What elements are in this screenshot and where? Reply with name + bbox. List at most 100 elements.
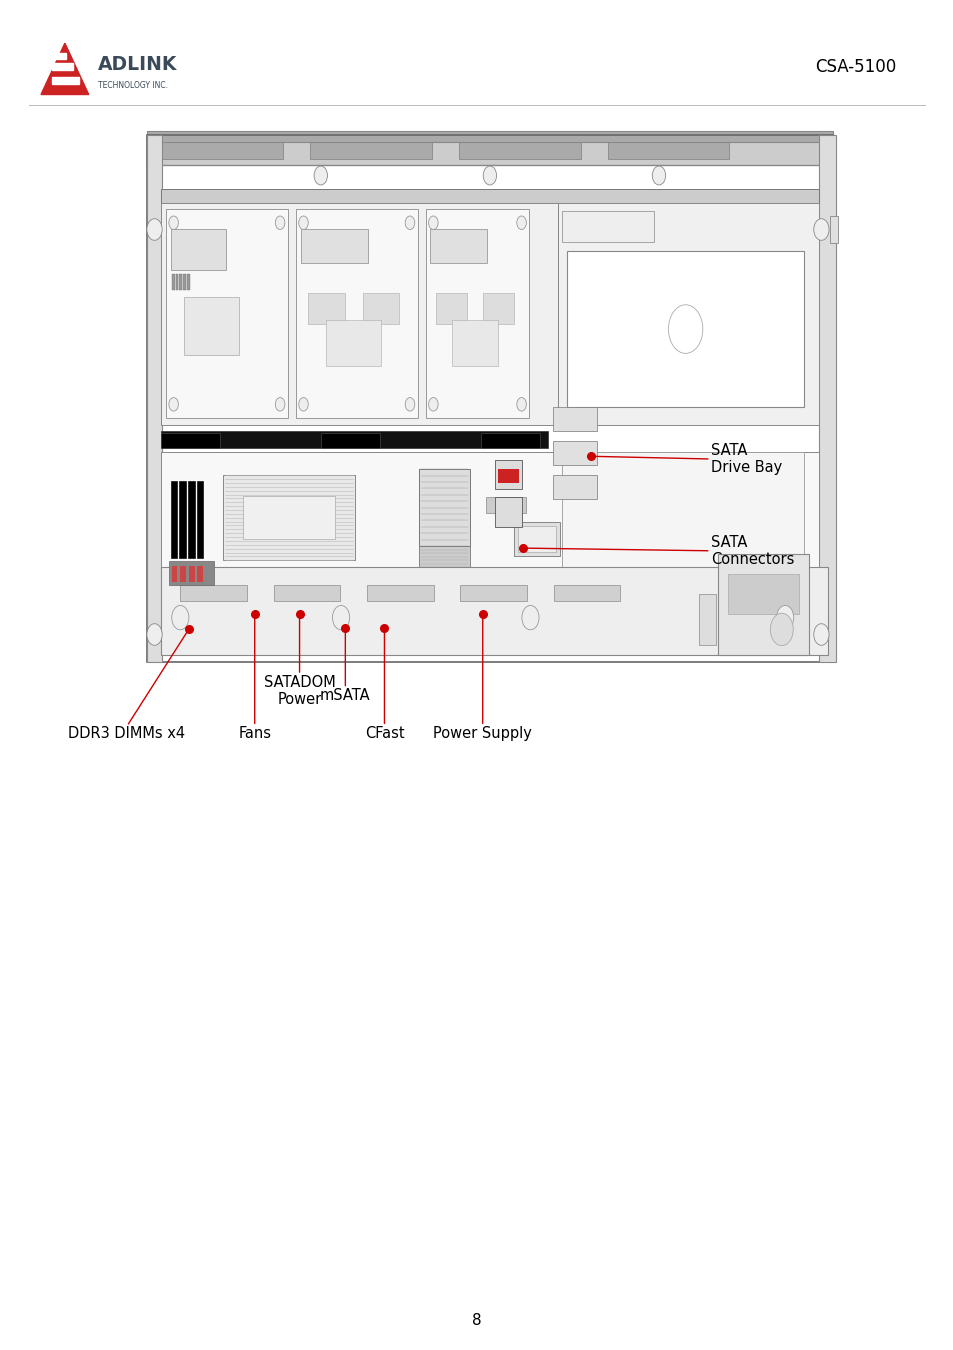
Bar	[480, 432, 539, 448]
Circle shape	[169, 216, 178, 230]
Bar	[699, 594, 716, 645]
Circle shape	[275, 216, 285, 230]
Circle shape	[172, 605, 189, 629]
Text: DDR3 DIMMs x4: DDR3 DIMMs x4	[69, 726, 185, 741]
Bar	[147, 135, 162, 662]
Bar	[320, 432, 379, 448]
Bar	[197, 566, 203, 582]
Bar	[179, 274, 182, 290]
Circle shape	[298, 216, 308, 230]
Bar	[147, 135, 832, 662]
Bar	[161, 451, 818, 570]
Bar	[430, 230, 487, 263]
Circle shape	[428, 397, 437, 410]
Bar	[552, 406, 596, 431]
Bar	[552, 440, 596, 464]
Text: SATA
Connectors: SATA Connectors	[710, 535, 793, 567]
Circle shape	[405, 216, 415, 230]
Text: mSATA: mSATA	[319, 688, 371, 703]
Circle shape	[147, 219, 162, 240]
Bar	[451, 320, 497, 366]
Circle shape	[169, 397, 178, 410]
Bar	[517, 525, 556, 552]
Text: Fans: Fans	[238, 726, 271, 741]
Bar	[367, 585, 434, 601]
Bar	[495, 460, 521, 490]
Bar	[52, 77, 79, 84]
Bar	[52, 63, 72, 70]
Bar	[308, 293, 344, 324]
Bar	[485, 497, 526, 513]
Bar	[557, 202, 818, 425]
Bar	[458, 140, 580, 159]
Text: 8: 8	[472, 1312, 481, 1328]
Bar	[189, 566, 194, 582]
Bar	[566, 251, 803, 406]
Bar	[561, 451, 803, 570]
Text: TECHNOLOGY INC.: TECHNOLOGY INC.	[98, 81, 168, 89]
Bar	[175, 274, 178, 290]
Circle shape	[482, 166, 496, 185]
Circle shape	[428, 216, 437, 230]
Bar	[514, 522, 559, 556]
Bar	[183, 274, 186, 290]
Circle shape	[333, 605, 350, 629]
Bar	[295, 209, 417, 418]
Bar	[171, 481, 177, 558]
Bar	[552, 474, 596, 498]
Bar	[436, 293, 467, 324]
Bar	[718, 554, 808, 655]
Bar	[161, 432, 220, 448]
Bar	[274, 585, 340, 601]
Bar	[553, 585, 619, 601]
Bar	[147, 135, 832, 165]
Text: CFast: CFast	[364, 726, 404, 741]
Bar	[326, 320, 380, 366]
Bar	[184, 297, 239, 355]
Bar	[147, 131, 832, 142]
Bar	[243, 497, 335, 539]
Bar	[418, 545, 469, 567]
Text: CSA-5100: CSA-5100	[815, 58, 896, 77]
Bar	[172, 566, 177, 582]
Bar	[179, 481, 186, 558]
Bar	[425, 209, 529, 418]
Bar	[161, 432, 547, 448]
Bar	[829, 216, 837, 243]
Bar	[497, 470, 518, 483]
Bar	[171, 230, 225, 270]
Bar	[161, 140, 283, 159]
Circle shape	[813, 219, 828, 240]
Polygon shape	[41, 43, 89, 95]
Bar	[52, 53, 66, 59]
Bar	[223, 475, 355, 560]
Text: Power Supply: Power Supply	[433, 726, 532, 741]
Bar	[727, 574, 799, 614]
Bar	[169, 560, 213, 585]
Bar	[818, 135, 835, 662]
Bar	[188, 481, 194, 558]
Bar	[180, 585, 247, 601]
Circle shape	[521, 605, 538, 629]
Bar	[187, 274, 190, 290]
Bar	[166, 209, 288, 418]
Text: SATA
Drive Bay: SATA Drive Bay	[710, 443, 781, 475]
Bar	[482, 293, 513, 324]
Circle shape	[813, 624, 828, 645]
Bar	[161, 202, 557, 425]
Circle shape	[298, 397, 308, 410]
Circle shape	[517, 216, 526, 230]
Bar	[180, 566, 186, 582]
Bar	[161, 189, 818, 202]
Bar	[362, 293, 399, 324]
Bar	[196, 481, 203, 558]
Bar	[495, 498, 521, 528]
Circle shape	[147, 624, 162, 645]
Bar	[460, 585, 526, 601]
Circle shape	[770, 613, 792, 645]
Circle shape	[776, 605, 793, 629]
Bar	[310, 140, 432, 159]
Bar	[607, 140, 729, 159]
Text: SATADOM
Power: SATADOM Power	[263, 675, 335, 707]
Bar	[161, 567, 827, 655]
